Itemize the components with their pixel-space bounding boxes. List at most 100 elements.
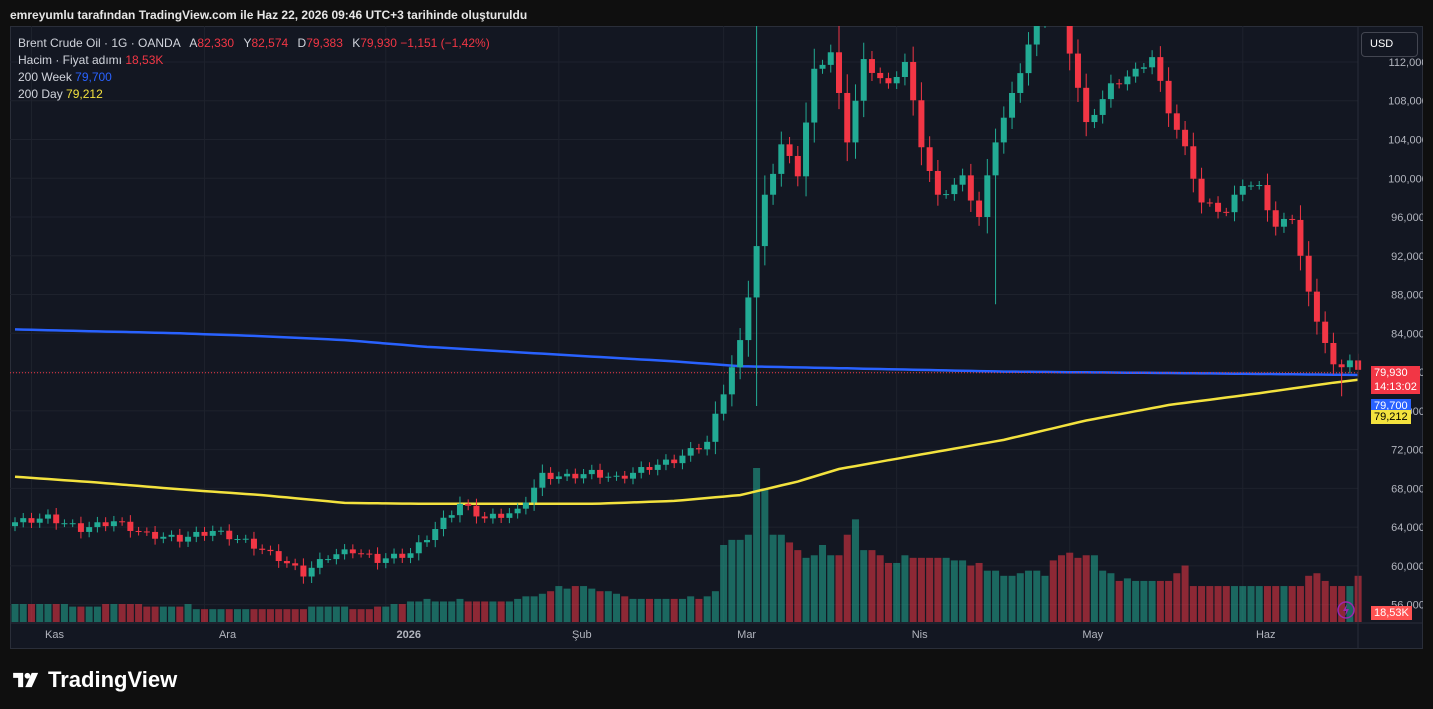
candle-body [1272, 210, 1279, 227]
volume-bar [1288, 586, 1296, 622]
candle-body [168, 534, 175, 537]
currency-button[interactable]: USD [1361, 32, 1418, 57]
candle-body [358, 553, 365, 555]
volume-bar [431, 601, 439, 622]
x-tick-label: Kas [45, 629, 64, 641]
open-label: A [189, 36, 198, 50]
candle-body [951, 184, 958, 195]
lightning-icon[interactable] [1337, 601, 1355, 619]
volume-tag: 18,53K [1371, 606, 1412, 620]
volume-bar [36, 604, 44, 622]
volume-bar [827, 555, 835, 622]
candle-body [300, 565, 307, 577]
volume-bar [1313, 573, 1321, 622]
volume-bar [1280, 586, 1288, 622]
candle-body [868, 59, 875, 73]
candle-body [1256, 185, 1263, 187]
volume-bar [1115, 580, 1123, 622]
volume-label: Hacim · Fiyat adımı [18, 53, 123, 67]
y-tick-label: 64,000 [1391, 522, 1423, 534]
legend-ma-day-row[interactable]: 200 Day 79,212 [18, 86, 490, 103]
candle-body [1338, 364, 1345, 368]
volume-bar [1165, 580, 1173, 622]
candle-body [193, 531, 200, 537]
volume-bar [1305, 575, 1313, 622]
volume-bar [645, 598, 653, 622]
volume-bar [530, 596, 538, 622]
volume-bar [365, 609, 373, 622]
candle-body [308, 567, 315, 577]
volume-bar [275, 609, 283, 622]
legend-volume-row[interactable]: Hacim · Fiyat adımı 18,53K [18, 52, 490, 69]
candle-body [1182, 129, 1189, 147]
candle-body [737, 340, 744, 368]
volume-bar [1041, 575, 1049, 622]
volume-bar [678, 598, 686, 622]
volume-bar [11, 604, 19, 622]
volume-bar [703, 596, 711, 622]
volume-bar [217, 609, 225, 622]
candle-body [572, 473, 579, 479]
candle-body [61, 523, 68, 525]
candle-body [687, 448, 694, 456]
candle-body [201, 531, 208, 536]
volume-bar [975, 562, 983, 622]
volume-bar [670, 598, 678, 622]
candle-body [465, 503, 472, 506]
volume-bar [448, 601, 456, 622]
volume-bar [1016, 573, 1024, 622]
volume-bar [1082, 555, 1090, 622]
candle-body [407, 553, 414, 558]
volume-bar [1247, 586, 1255, 622]
candle-body [621, 475, 628, 479]
tradingview-logo[interactable]: TradingView [11, 667, 177, 693]
y-tick-label: 100,000 [1388, 173, 1423, 185]
candle-body [102, 522, 109, 527]
candle-body [588, 469, 595, 475]
volume-bar [374, 606, 382, 622]
price-chart[interactable]: 56,00060,00064,00068,00072,00076,00080,0… [10, 26, 1423, 649]
candle-body [934, 170, 941, 195]
volume-bar [1272, 586, 1280, 622]
volume-bar [357, 609, 365, 622]
chart-caption: emreyumlu tarafından TradingView.com ile… [10, 8, 528, 22]
close-label: K [352, 36, 361, 50]
volume-bar [926, 557, 934, 622]
volume-bar [761, 488, 769, 622]
candle-body [695, 448, 702, 450]
candle-body [712, 413, 719, 442]
volume-bar [423, 598, 431, 622]
legend-ma-week-row[interactable]: 200 Week 79,700 [18, 69, 490, 86]
volume-bar [299, 609, 307, 622]
volume-bar [283, 609, 291, 622]
low-value: 79,383 [306, 36, 343, 50]
candle-body [539, 472, 546, 488]
symbol-name[interactable]: Brent Crude Oil · 1G · OANDA [18, 36, 181, 50]
candle-body [1149, 57, 1156, 68]
volume-bar [1181, 565, 1189, 622]
volume-bar [1156, 580, 1164, 622]
candle-body [391, 553, 398, 559]
volume-bar [1296, 586, 1304, 622]
candle-body [836, 52, 842, 93]
volume-bar [233, 609, 241, 622]
volume-bar [637, 598, 645, 622]
candle-body [242, 538, 249, 540]
volume-bar [1231, 586, 1239, 622]
volume-value: 18,53K [125, 53, 164, 67]
candle-body [316, 559, 323, 568]
volume-bar [168, 606, 176, 622]
candle-body [44, 514, 51, 519]
candle-body [209, 530, 216, 536]
candle-body [432, 529, 439, 541]
candle-body [901, 61, 908, 77]
candle-body [1116, 83, 1123, 85]
volume-bar [110, 604, 118, 622]
candle-body [1140, 67, 1147, 69]
volume-bar [753, 468, 761, 622]
volume-bar [1329, 586, 1337, 622]
legend-symbol-row[interactable]: Brent Crude Oil · 1G · OANDA A82,330 Y82… [18, 35, 490, 52]
candle-body [547, 472, 554, 479]
volume-bar [93, 606, 101, 622]
volume-bar [1123, 578, 1131, 622]
